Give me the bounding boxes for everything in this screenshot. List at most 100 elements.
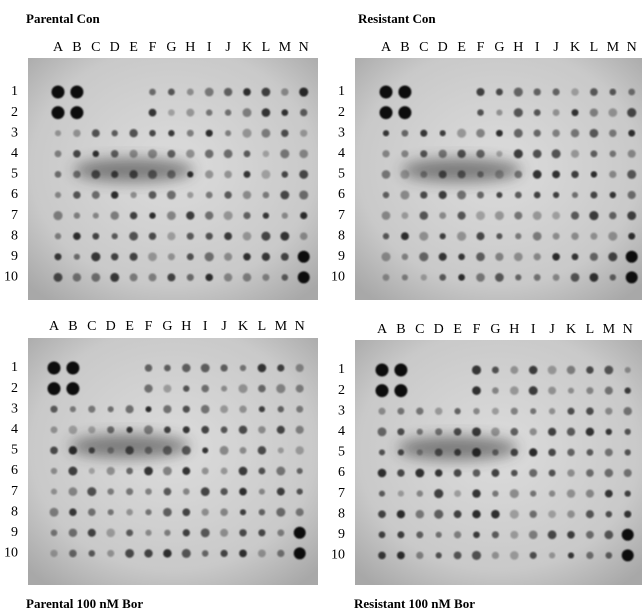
spot	[496, 110, 502, 116]
row-label: 6	[338, 465, 345, 480]
spot	[87, 487, 96, 496]
spot	[187, 171, 193, 177]
spot	[440, 130, 446, 136]
spot	[476, 232, 484, 240]
blot-background	[28, 338, 318, 585]
row-label: 3	[338, 403, 345, 418]
spot	[529, 530, 538, 539]
spot	[420, 211, 429, 220]
spot	[420, 191, 427, 198]
spot	[167, 150, 175, 158]
spot	[148, 252, 157, 261]
column-label: K	[238, 319, 248, 334]
spot	[276, 467, 285, 476]
spot	[567, 366, 575, 374]
spot	[243, 108, 252, 117]
spot	[144, 549, 152, 557]
column-label: G	[162, 319, 172, 334]
spot	[624, 511, 631, 518]
panel-title: Resistant Con	[358, 11, 436, 26]
spot	[50, 406, 57, 413]
spot	[514, 212, 522, 220]
spot	[206, 233, 213, 240]
spot	[626, 271, 638, 283]
spot	[625, 367, 631, 373]
spot	[400, 190, 409, 199]
spot	[591, 171, 597, 177]
spot	[552, 149, 561, 158]
spot	[242, 129, 251, 138]
spot	[515, 233, 521, 239]
spot	[606, 429, 612, 435]
spot	[492, 552, 499, 559]
column-label: H	[513, 40, 523, 55]
spot	[628, 191, 636, 199]
column-label: N	[627, 40, 637, 55]
spot	[530, 511, 537, 518]
column-label: E	[125, 319, 134, 334]
spot	[239, 488, 247, 496]
spot	[220, 550, 227, 557]
spot	[402, 254, 408, 260]
spot	[111, 171, 118, 178]
spot	[586, 552, 593, 559]
spot	[261, 232, 270, 241]
spot	[51, 529, 58, 536]
spot	[54, 273, 63, 282]
spot	[106, 528, 115, 537]
spot	[477, 171, 483, 177]
spot	[491, 469, 499, 477]
spot	[420, 171, 427, 178]
spot	[590, 129, 599, 138]
panel-title: Parental 100 nM Bor	[26, 596, 143, 611]
spot	[168, 130, 174, 136]
spot	[73, 273, 81, 281]
spot	[609, 89, 616, 96]
column-label: F	[145, 319, 153, 334]
spot	[278, 406, 284, 412]
spot	[514, 87, 523, 96]
column-label: L	[258, 319, 267, 334]
spot	[605, 408, 612, 415]
column-label: L	[590, 40, 599, 55]
column-label: C	[415, 322, 424, 337]
spot	[397, 551, 405, 559]
column-label: A	[377, 322, 388, 337]
spot	[571, 232, 579, 240]
spot	[608, 232, 617, 241]
spot	[163, 385, 171, 393]
spot	[149, 89, 156, 96]
spot	[472, 386, 481, 395]
spot	[533, 149, 542, 158]
row-label: 6	[11, 187, 18, 202]
spot	[224, 253, 232, 261]
spot	[111, 253, 118, 260]
spot	[378, 510, 386, 518]
spot	[70, 106, 83, 119]
spot	[281, 129, 289, 137]
spot	[457, 232, 466, 241]
spot	[590, 108, 598, 116]
spot	[186, 109, 194, 117]
spot	[622, 529, 634, 541]
spot	[125, 549, 134, 558]
spot	[510, 489, 519, 498]
panel-title: Resistant 100 nM Bor	[354, 596, 475, 611]
spot	[69, 446, 77, 454]
spot	[473, 469, 481, 477]
row-label: 1	[338, 362, 345, 377]
spot	[243, 232, 252, 241]
smear	[402, 158, 522, 182]
spot	[419, 232, 428, 241]
spot	[261, 170, 270, 179]
spot	[511, 408, 518, 415]
spot	[144, 425, 153, 434]
spot	[88, 426, 95, 433]
spot	[496, 151, 502, 157]
row-label: 10	[4, 270, 18, 285]
spot	[568, 388, 574, 394]
spot	[548, 366, 557, 375]
row-label: 4	[11, 422, 18, 437]
spot	[201, 426, 209, 434]
column-label: I	[203, 319, 208, 334]
